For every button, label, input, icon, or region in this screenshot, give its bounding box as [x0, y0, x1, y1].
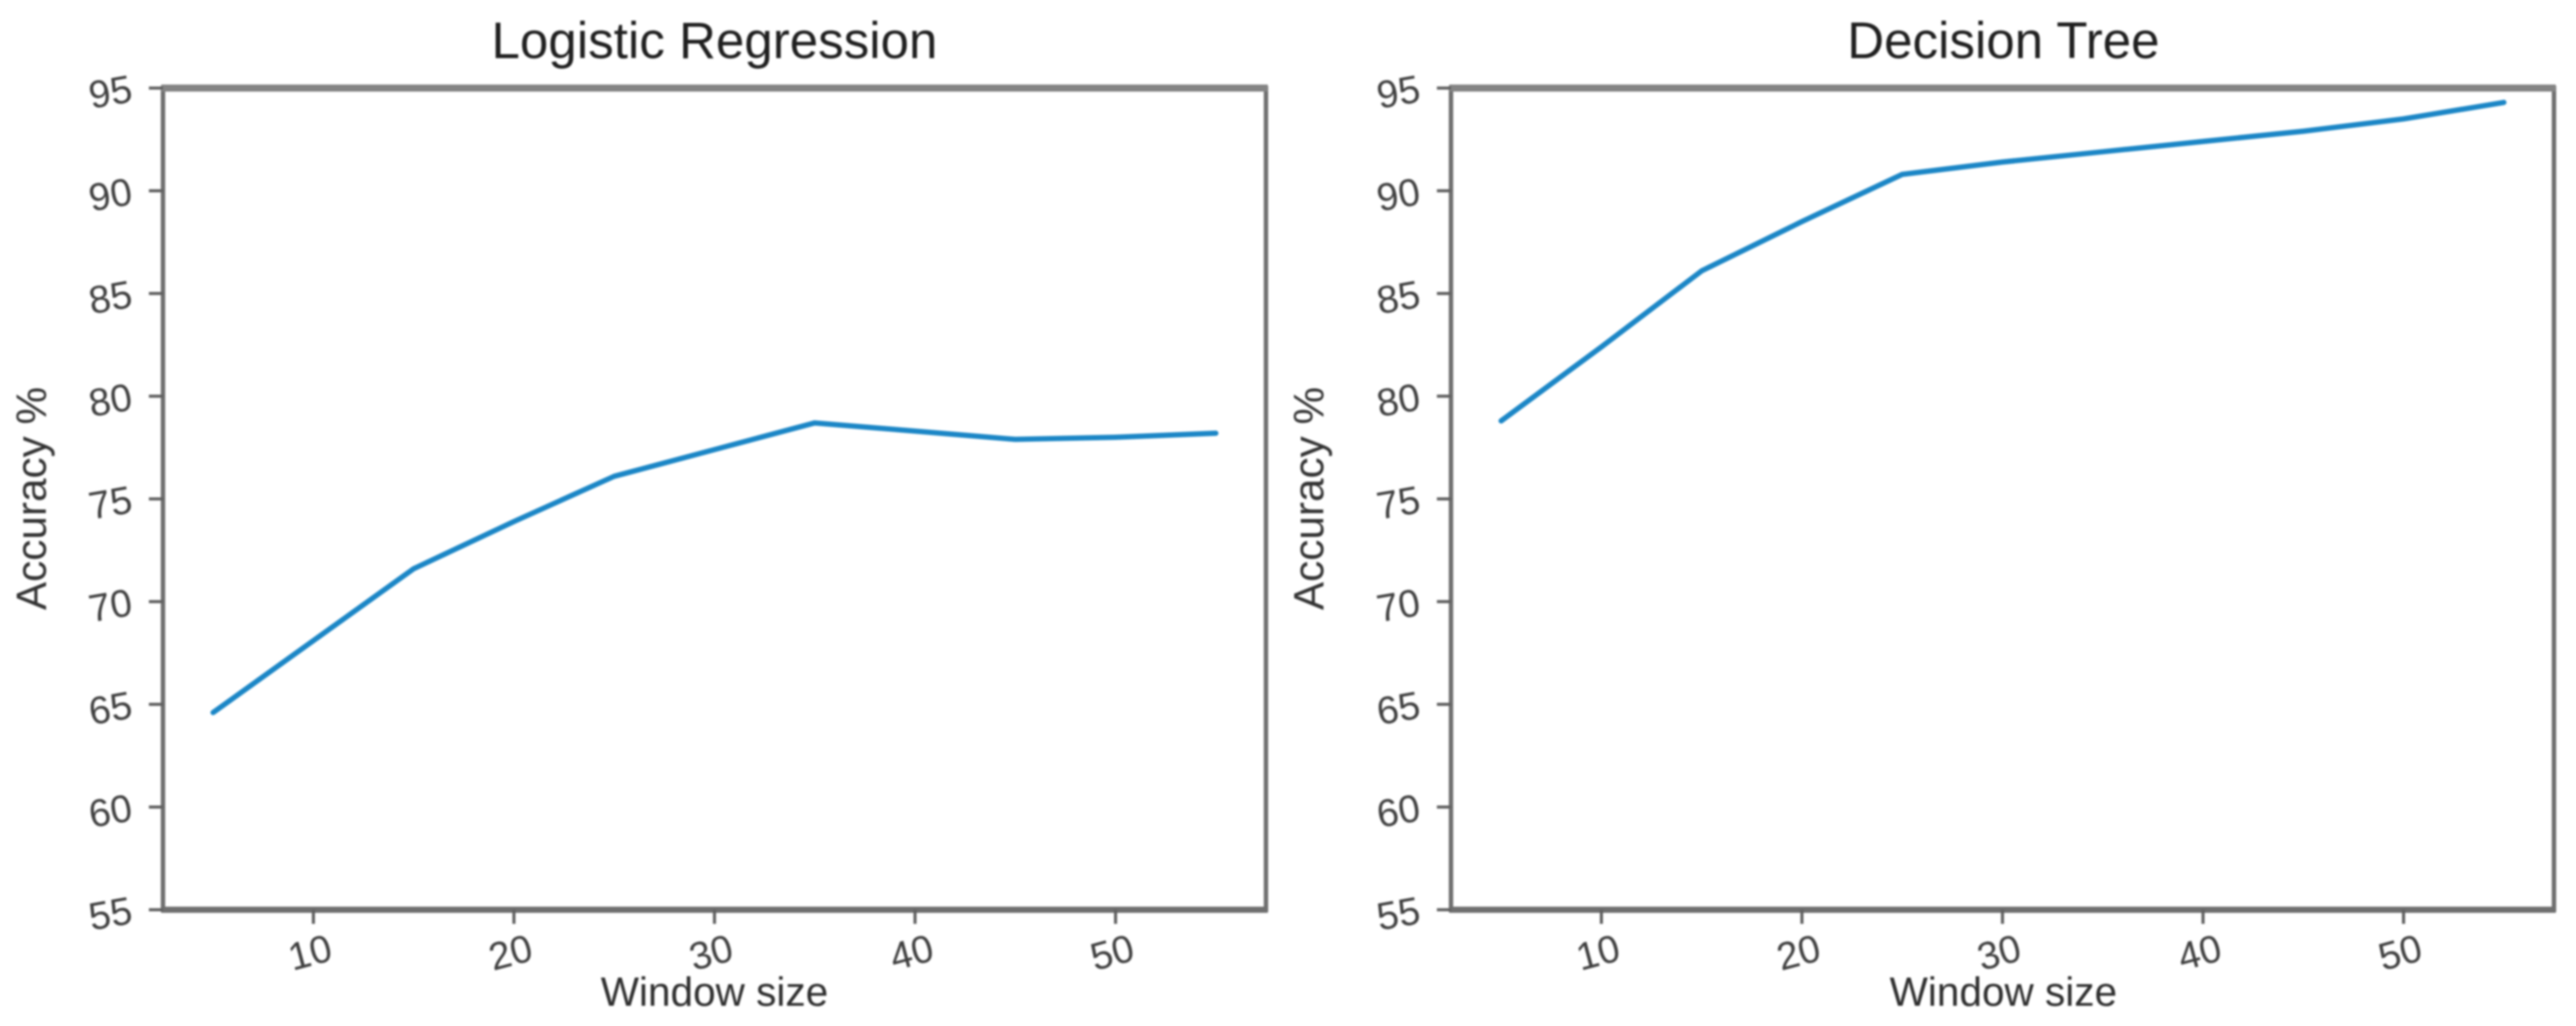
chart-decision-tree: 55 60 65 70 75 80 85 90 95 10 20 30 40 50 Decision Tr…	[1286, 12, 2557, 1015]
y-tick-label: 85	[85, 273, 136, 323]
y-tick-label: 85	[1373, 273, 1424, 323]
y-tick-label: 95	[85, 68, 136, 118]
y-tick-label: 65	[1373, 683, 1424, 734]
y-tick-label: 90	[1373, 170, 1424, 220]
y-tick-label: 70	[85, 581, 136, 631]
y-tick-label: 80	[85, 375, 136, 425]
y-axis-label: Accuracy %	[1288, 387, 1333, 609]
plot-frame	[160, 85, 1269, 912]
x-tick-label: 10	[1572, 926, 1625, 979]
x-axis-label: Window size	[601, 969, 828, 1015]
x-tick-label: 50	[2374, 926, 2427, 979]
y-axis-label: Accuracy %	[9, 387, 56, 609]
data-line	[1498, 100, 2507, 424]
data-line	[210, 420, 1219, 716]
y-tick-label: 65	[85, 683, 136, 734]
y-tick-label: 55	[1373, 889, 1424, 940]
y-tick-label: 90	[85, 170, 136, 220]
y-tick-label: 55	[85, 889, 136, 940]
chart-title: Decision Tree	[1847, 12, 2160, 70]
y-tick-label: 75	[85, 478, 136, 528]
plot-area: 55 60 65 70 75 80 85 90 95 10 20 30 40 50	[1373, 68, 2557, 979]
y-tick-label: 60	[1373, 786, 1424, 837]
chart-title: Logistic Regression	[492, 12, 937, 70]
plot-frame	[1448, 85, 2557, 912]
x-tick-label: 20	[1773, 926, 1825, 979]
y-tick-label: 70	[1373, 581, 1424, 631]
x-tick-label: 30	[1973, 926, 2025, 979]
x-tick-label: 10	[284, 926, 337, 979]
x-tick-label: 40	[885, 926, 938, 979]
x-tick-label: 50	[1086, 926, 1139, 979]
x-tick-label: 40	[2173, 926, 2226, 979]
y-tick-label: 60	[85, 786, 136, 837]
x-axis-label: Window size	[1890, 969, 2117, 1015]
y-tick-label: 75	[1373, 478, 1424, 528]
panel-logistic-regression: 55 60 65 70 75 80 85 90 95 10 20 30 40 50 Logistic Re…	[0, 0, 1288, 1022]
y-tick-label: 80	[1373, 375, 1424, 425]
x-tick-label: 20	[485, 926, 537, 979]
panel-decision-tree: 55 60 65 70 75 80 85 90 95 10 20 30 40 50 Decision Tr…	[1286, 0, 2576, 1022]
y-tick-label: 95	[1373, 68, 1424, 118]
